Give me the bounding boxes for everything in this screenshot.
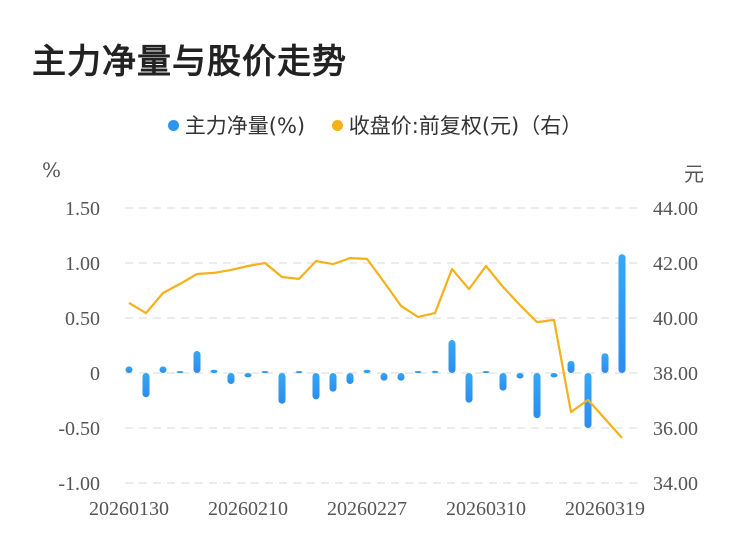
net-flow-bar[interactable] bbox=[142, 373, 150, 398]
net-flow-bar[interactable] bbox=[499, 373, 507, 391]
net-flow-bar[interactable] bbox=[176, 371, 184, 373]
net-flow-bar[interactable] bbox=[125, 366, 133, 373]
net-flow-bar[interactable] bbox=[516, 373, 524, 379]
legend-item-net-flow[interactable]: 主力净量(%) bbox=[167, 110, 306, 140]
net-flow-bar[interactable] bbox=[278, 373, 286, 404]
legend-label: 主力净量(%) bbox=[184, 114, 306, 138]
net-flow-bar[interactable] bbox=[210, 369, 218, 373]
x-tick-label: 20260310 bbox=[446, 498, 526, 520]
close-price-line[interactable] bbox=[128, 257, 623, 439]
net-flow-bar[interactable] bbox=[295, 371, 303, 373]
left-tick-label: 0.50 bbox=[65, 308, 100, 330]
net-flow-bar[interactable] bbox=[482, 371, 490, 373]
x-tick-label: 20260130 bbox=[89, 498, 169, 520]
net-flow-bar[interactable] bbox=[618, 254, 626, 373]
net-flow-bar[interactable] bbox=[312, 373, 320, 400]
right-axis-unit: 元 bbox=[684, 162, 704, 186]
left-axis-unit: % bbox=[42, 158, 62, 182]
net-flow-bar[interactable] bbox=[567, 360, 575, 373]
legend-dot-blue-icon bbox=[167, 119, 179, 131]
net-flow-bar[interactable] bbox=[159, 366, 167, 373]
right-tick-label: 40.00 bbox=[653, 308, 698, 330]
legend-dot-orange-icon bbox=[331, 119, 343, 131]
net-flow-bar[interactable] bbox=[448, 340, 456, 373]
left-tick-label: 1.00 bbox=[65, 253, 100, 275]
net-flow-bar[interactable] bbox=[193, 351, 201, 373]
left-tick-label: 1.50 bbox=[65, 198, 100, 220]
net-flow-bar[interactable] bbox=[414, 371, 422, 373]
right-tick-label: 42.00 bbox=[653, 253, 698, 275]
x-tick-label: 20260319 bbox=[565, 498, 645, 520]
chart-title: 主力净量与股价走势 bbox=[32, 42, 347, 82]
net-flow-bar[interactable] bbox=[431, 370, 439, 373]
x-tick-label: 20260210 bbox=[208, 498, 288, 520]
net-flow-bar[interactable] bbox=[465, 373, 473, 403]
net-flow-bar[interactable] bbox=[380, 373, 388, 381]
legend: 主力净量(%) 收盘价:前复权(元)（右） bbox=[0, 110, 750, 140]
net-flow-bar[interactable] bbox=[329, 373, 337, 392]
right-tick-label: 36.00 bbox=[653, 418, 698, 440]
net-flow-bar[interactable] bbox=[397, 373, 405, 381]
net-flow-bar[interactable] bbox=[346, 373, 354, 384]
left-tick-label: -1.00 bbox=[58, 473, 100, 495]
net-flow-bar[interactable] bbox=[533, 373, 541, 419]
left-tick-label: 0 bbox=[90, 363, 100, 385]
net-flow-bar[interactable] bbox=[363, 369, 371, 373]
right-tick-label: 34.00 bbox=[653, 473, 698, 495]
net-flow-bar[interactable] bbox=[244, 373, 252, 378]
right-tick-label: 38.00 bbox=[653, 363, 698, 385]
legend-label: 收盘价:前复权(元)（右） bbox=[348, 114, 583, 138]
x-tick-label: 20260227 bbox=[327, 498, 407, 520]
legend-item-close-price[interactable]: 收盘价:前复权(元)（右） bbox=[331, 110, 583, 140]
net-flow-bar[interactable] bbox=[261, 371, 269, 373]
net-flow-bar[interactable] bbox=[601, 353, 609, 373]
net-flow-bar[interactable] bbox=[227, 373, 235, 384]
left-tick-label: -0.50 bbox=[58, 418, 100, 440]
net-flow-bar[interactable] bbox=[550, 373, 558, 378]
right-tick-label: 44.00 bbox=[653, 198, 698, 220]
